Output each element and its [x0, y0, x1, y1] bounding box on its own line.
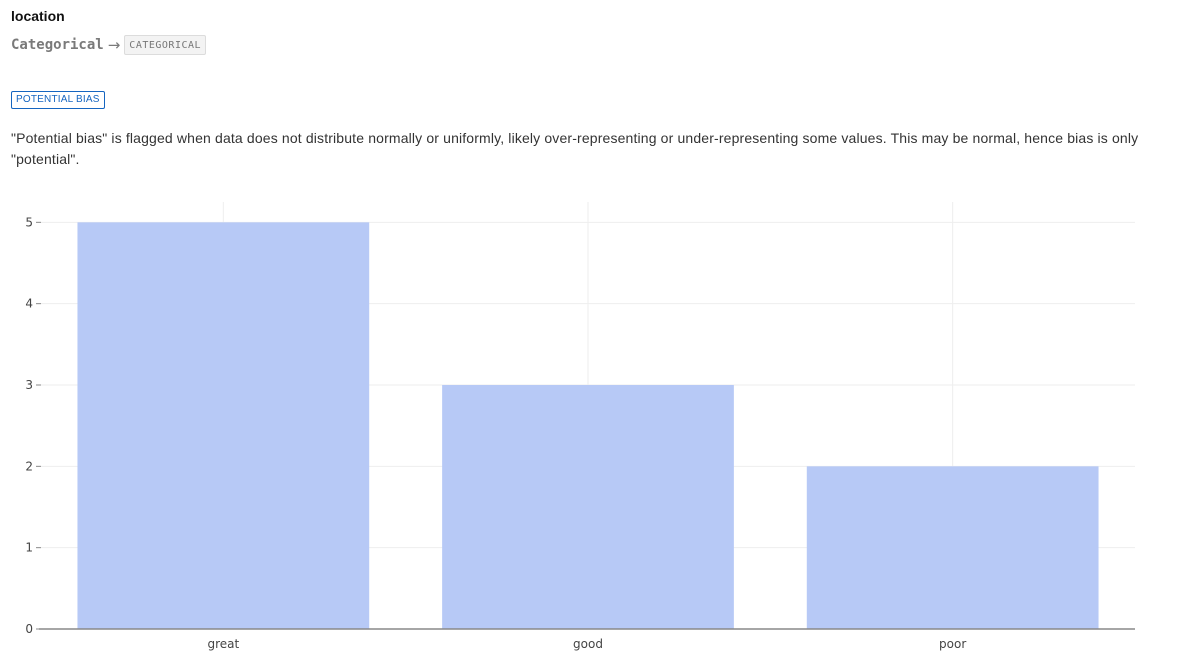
chart-axes: 0 1 2 3 4 5 great good poor [25, 215, 1135, 651]
y-tick-label: 4 [25, 297, 33, 311]
bias-description: "Potential bias" is flagged when data do… [11, 130, 1139, 167]
y-tick-label: 0 [25, 622, 33, 636]
y-tick-label: 2 [25, 459, 33, 473]
target-type-badge: CATEGORICAL [124, 35, 207, 55]
potential-bias-badge: POTENTIAL BIAS [11, 91, 105, 109]
x-tick-label: great [207, 637, 239, 651]
x-tick-label: poor [939, 637, 966, 651]
y-tick-label: 1 [25, 541, 33, 555]
y-tick-label: 5 [25, 215, 33, 229]
bar-great [77, 222, 370, 630]
column-name: location [11, 8, 65, 24]
bar-poor [806, 466, 1099, 629]
arrow-right-icon: → [107, 36, 121, 54]
bar-chart: 0 1 2 3 4 5 great good poor [25, 202, 1135, 651]
bar-good [442, 385, 734, 629]
y-tick-label: 3 [25, 378, 33, 392]
type-conversion: Categorical → CATEGORICAL [11, 34, 207, 56]
source-type-label: Categorical [11, 37, 104, 53]
chart-bars [77, 222, 1099, 630]
x-tick-label: good [573, 637, 603, 651]
